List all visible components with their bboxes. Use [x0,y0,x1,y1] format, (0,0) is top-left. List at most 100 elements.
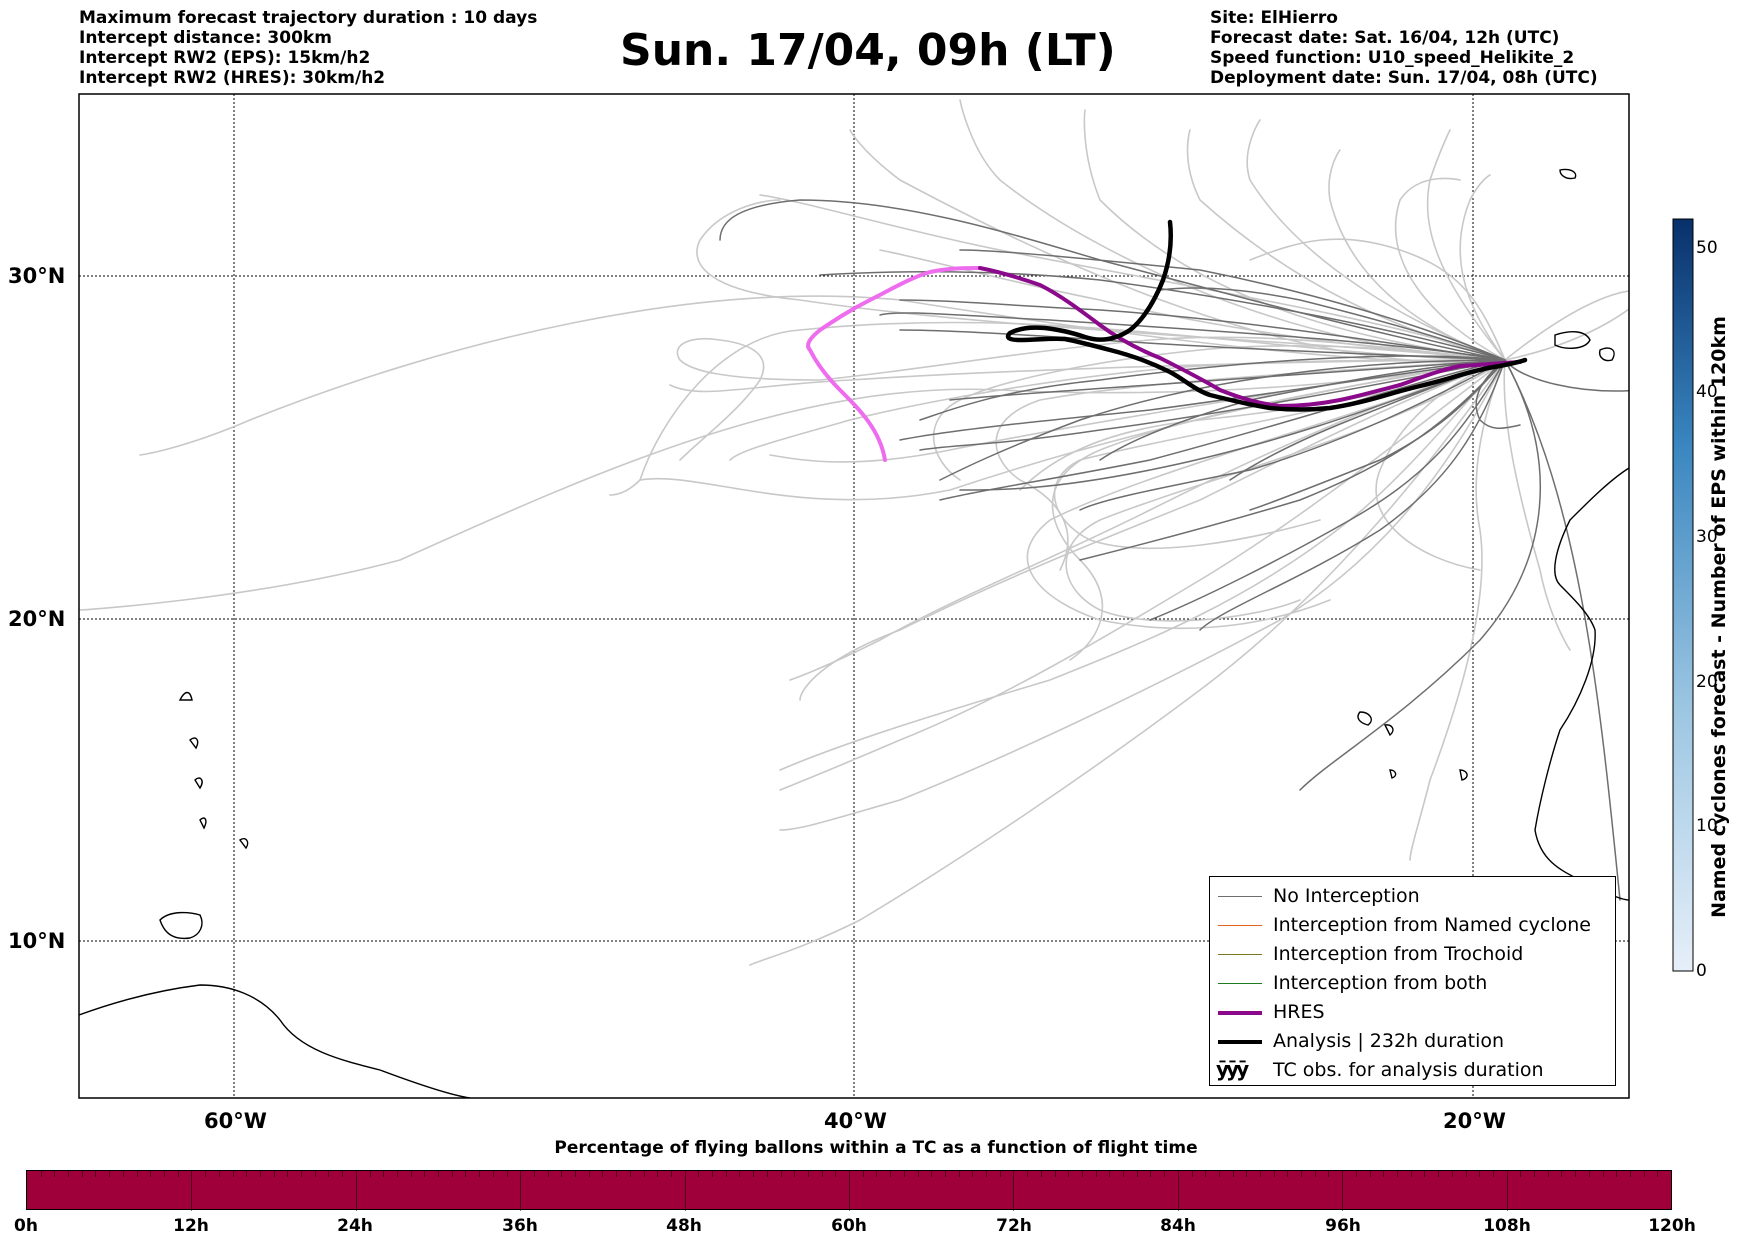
timeline-minor-tick [396,1171,398,1177]
timeline-minor-tick [862,1171,864,1177]
timeline-minor-tick [205,1171,207,1177]
timeline-title: Percentage of flying ballons within a TC… [554,1138,1198,1158]
map-legend: No Interception Interception from Named … [1209,876,1616,1086]
header-line: Deployment date: Sun. 17/04, 08h (UTC) [1210,68,1598,88]
timeline-minor-tick [95,1171,97,1177]
coastline-madeira [1559,168,1577,180]
timeline-minor-tick [1410,1171,1412,1177]
header-line: Intercept RW2 (EPS): 15km/h2 [79,48,371,68]
timeline-minor-tick [1657,1171,1659,1177]
timeline-minor-tick [191,1171,193,1211]
timeline-minor-tick [150,1171,152,1177]
header-right-info: Site: ElHierro Forecast date: Sat. 16/04… [1210,8,1598,88]
timeline-minor-tick [163,1171,165,1177]
timeline-minor-tick [643,1171,645,1177]
timeline-minor-tick [218,1171,220,1177]
timeline-minor-tick [849,1171,850,1211]
colorbar-tick: 50 [1696,238,1718,258]
legend-item-tc-obs: ӯӯӯ TC obs. for analysis duration [1216,1057,1544,1081]
timeline-minor-tick [1027,1171,1029,1177]
colorbar-label: Named cyclones forecast - Number of EPS … [1708,316,1730,918]
timeline-minor-tick [68,1171,70,1177]
timeline-minor-tick [1177,1171,1179,1211]
timeline-minor-tick [300,1171,302,1177]
timeline-minor-tick [1095,1171,1097,1177]
timeline-minor-tick [1588,1171,1590,1177]
timeline-minor-tick [1520,1171,1522,1177]
map-frame [78,93,1630,1099]
timeline-minor-tick [465,1171,467,1177]
timeline-minor-tick [1287,1171,1289,1177]
timeline-minor-tick [876,1171,878,1177]
legend-item-no-interception: No Interception [1210,883,1615,911]
timeline-minor-tick [1246,1171,1248,1177]
timeline-minor-tick [972,1171,974,1177]
legend-item-named-cyclone: Interception from Named cyclone [1210,912,1615,940]
timeline-minor-tick [479,1171,481,1177]
timeline-minor-tick [1534,1171,1535,1177]
timeline-minor-tick [903,1171,905,1177]
header-line: Site: ElHierro [1210,8,1338,28]
header-line: Intercept RW2 (HRES): 30km/h2 [79,68,386,88]
timeline-bar [26,1170,1672,1211]
timeline-minor-tick [1629,1171,1631,1177]
timeline-minor-tick [259,1171,261,1177]
timeline-minor-tick [1561,1171,1563,1177]
timeline-minor-tick [177,1171,179,1177]
timeline-minor-tick [109,1171,111,1177]
timeline-minor-tick [1122,1171,1124,1177]
timeline-minor-tick [342,1171,344,1177]
lat-label-30n: 30°N [8,264,66,288]
timeline-minor-tick [616,1171,618,1177]
timeline-minor-tick [1314,1171,1316,1177]
timeline-tick: 60h [831,1216,867,1236]
header-line: Speed function: U10_speed_Helikite_2 [1210,48,1575,68]
timeline-minor-tick [1643,1171,1645,1177]
coastline-south-america [79,984,471,1098]
timeline-minor-tick [410,1171,412,1177]
timeline-minor-tick [1232,1171,1234,1177]
timeline-minor-tick [739,1171,741,1177]
timeline-minor-tick [355,1171,357,1211]
timeline-minor-tick [520,1171,522,1211]
lon-label-40w: 40°W [824,1109,887,1133]
timeline-minor-tick [1369,1171,1371,1177]
timeline-minor-tick [1492,1171,1494,1177]
timeline-tick: 108h [1483,1216,1531,1236]
timeline-minor-tick [40,1171,42,1177]
timeline-minor-tick [438,1171,439,1177]
timeline-minor-tick [1136,1171,1138,1177]
timeline-minor-tick [424,1171,426,1177]
legend-item-both: Interception from both [1210,970,1615,998]
timeline-tick: 84h [1160,1216,1196,1236]
map-title: Sun. 17/04, 09h (LT) [620,25,1116,76]
colorbar-tick: 10 [1696,816,1718,836]
eps-light-trajectories [79,99,1629,966]
colorbar-tick: 30 [1696,527,1718,547]
header-line: Intercept distance: 300km [79,28,332,48]
legend-item-analysis: Analysis | 232h duration [1210,1028,1615,1056]
timeline-minor-tick [712,1171,713,1177]
timeline-minor-tick [574,1171,576,1177]
timeline-minor-tick [1013,1171,1015,1211]
header-line: Forecast date: Sat. 16/04, 12h (UTC) [1210,28,1560,48]
timeline-minor-tick [451,1171,453,1177]
coastline-canaries [1554,331,1615,362]
timeline-minor-tick [1273,1171,1275,1177]
timeline-minor-tick [1451,1171,1453,1177]
timeline-minor-tick [1575,1171,1577,1177]
timeline-minor-tick [1342,1171,1344,1211]
legend-item-trochoid: Interception from Trochoid [1210,941,1615,969]
timeline-tick: 24h [337,1216,373,1236]
timeline-minor-tick [684,1171,686,1211]
lon-label-20w: 20°W [1443,1109,1506,1133]
timeline-minor-tick [1602,1171,1604,1177]
timeline-minor-tick [1328,1171,1330,1177]
timeline-minor-tick [944,1171,946,1177]
timeline-minor-tick [821,1171,823,1177]
timeline-minor-tick [1068,1171,1070,1177]
timeline-minor-tick [986,1171,987,1177]
timeline-minor-tick [533,1171,535,1177]
timeline-minor-tick [561,1171,563,1177]
